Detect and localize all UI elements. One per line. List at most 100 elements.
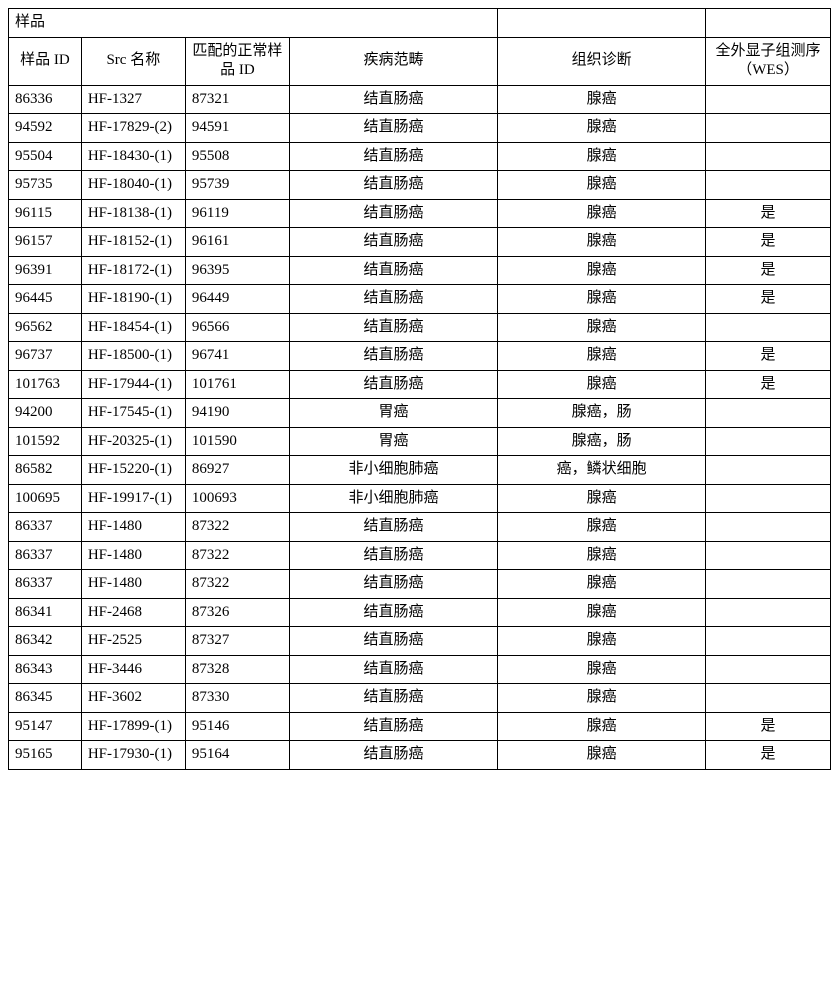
cell-sample-id: 86343: [9, 655, 82, 684]
cell-disease-category: 结直肠癌: [289, 199, 497, 228]
col-disease-category: 疾病范畴: [289, 37, 497, 85]
col-wes: 全外显子组测序（WES）: [706, 37, 831, 85]
cell-matched-normal-id: 87327: [185, 627, 289, 656]
table-row: 86582HF-15220-(1)86927非小细胞肺癌癌，鳞状细胞: [9, 456, 831, 485]
cell-matched-normal-id: 87321: [185, 85, 289, 114]
cell-sample-id: 86342: [9, 627, 82, 656]
cell-wes: [706, 427, 831, 456]
table-body: 86336HF-132787321结直肠癌腺癌94592HF-17829-(2)…: [9, 85, 831, 769]
cell-disease-category: 结直肠癌: [289, 570, 497, 599]
cell-src-name: HF-17930-(1): [81, 741, 185, 770]
cell-matched-normal-id: 86927: [185, 456, 289, 485]
table-row: 86336HF-132787321结直肠癌腺癌: [9, 85, 831, 114]
cell-src-name: HF-1327: [81, 85, 185, 114]
cell-wes: [706, 684, 831, 713]
cell-sample-id: 96115: [9, 199, 82, 228]
cell-wes: [706, 85, 831, 114]
table-row: 95504HF-18430-(1)95508结直肠癌腺癌: [9, 142, 831, 171]
cell-tissue-diagnosis: 腺癌: [498, 199, 706, 228]
cell-disease-category: 结直肠癌: [289, 342, 497, 371]
cell-wes: 是: [706, 228, 831, 257]
cell-disease-category: 结直肠癌: [289, 256, 497, 285]
cell-disease-category: 结直肠癌: [289, 228, 497, 257]
cell-disease-category: 结直肠癌: [289, 712, 497, 741]
table-row: 96737HF-18500-(1)96741结直肠癌腺癌是: [9, 342, 831, 371]
cell-sample-id: 86341: [9, 598, 82, 627]
cell-disease-category: 结直肠癌: [289, 598, 497, 627]
cell-src-name: HF-3446: [81, 655, 185, 684]
cell-src-name: HF-1480: [81, 570, 185, 599]
table-row: 95147HF-17899-(1)95146结直肠癌腺癌是: [9, 712, 831, 741]
table-row: 86343HF-344687328结直肠癌腺癌: [9, 655, 831, 684]
cell-matched-normal-id: 96119: [185, 199, 289, 228]
table-row: 86341HF-246887326结直肠癌腺癌: [9, 598, 831, 627]
cell-wes: 是: [706, 712, 831, 741]
cell-matched-normal-id: 87326: [185, 598, 289, 627]
cell-src-name: HF-19917-(1): [81, 484, 185, 513]
cell-matched-normal-id: 96741: [185, 342, 289, 371]
table-row: 86337HF-148087322结直肠癌腺癌: [9, 570, 831, 599]
cell-tissue-diagnosis: 腺癌: [498, 114, 706, 143]
table-row: 101592HF-20325-(1)101590胃癌腺癌，肠: [9, 427, 831, 456]
cell-wes: [706, 456, 831, 485]
cell-disease-category: 结直肠癌: [289, 313, 497, 342]
cell-matched-normal-id: 95146: [185, 712, 289, 741]
col-matched-normal-id: 匹配的正常样品 ID: [185, 37, 289, 85]
cell-disease-category: 结直肠癌: [289, 541, 497, 570]
cell-wes: 是: [706, 370, 831, 399]
cell-sample-id: 96391: [9, 256, 82, 285]
cell-disease-category: 结直肠癌: [289, 171, 497, 200]
cell-sample-id: 101592: [9, 427, 82, 456]
cell-wes: [706, 655, 831, 684]
table-row: 101763HF-17944-(1)101761结直肠癌腺癌是: [9, 370, 831, 399]
cell-matched-normal-id: 100693: [185, 484, 289, 513]
cell-tissue-diagnosis: 腺癌: [498, 228, 706, 257]
cell-src-name: HF-18040-(1): [81, 171, 185, 200]
cell-matched-normal-id: 87330: [185, 684, 289, 713]
table-row: 96115HF-18138-(1)96119结直肠癌腺癌是: [9, 199, 831, 228]
cell-src-name: HF-17899-(1): [81, 712, 185, 741]
cell-src-name: HF-18500-(1): [81, 342, 185, 371]
cell-sample-id: 94200: [9, 399, 82, 428]
cell-src-name: HF-20325-(1): [81, 427, 185, 456]
cell-tissue-diagnosis: 腺癌: [498, 484, 706, 513]
cell-sample-id: 96445: [9, 285, 82, 314]
cell-sample-id: 101763: [9, 370, 82, 399]
cell-sample-id: 96737: [9, 342, 82, 371]
cell-disease-category: 结直肠癌: [289, 370, 497, 399]
cell-src-name: HF-18138-(1): [81, 199, 185, 228]
cell-tissue-diagnosis: 腺癌: [498, 342, 706, 371]
table-row: 96157HF-18152-(1)96161结直肠癌腺癌是: [9, 228, 831, 257]
cell-src-name: HF-17545-(1): [81, 399, 185, 428]
cell-tissue-diagnosis: 腺癌: [498, 313, 706, 342]
table-row: 100695HF-19917-(1)100693非小细胞肺癌腺癌: [9, 484, 831, 513]
cell-sample-id: 86337: [9, 570, 82, 599]
table-row: 86337HF-148087322结直肠癌腺癌: [9, 513, 831, 542]
cell-wes: [706, 598, 831, 627]
cell-src-name: HF-18172-(1): [81, 256, 185, 285]
col-tissue-diagnosis: 组织诊断: [498, 37, 706, 85]
cell-matched-normal-id: 101761: [185, 370, 289, 399]
cell-sample-id: 86337: [9, 513, 82, 542]
cell-tissue-diagnosis: 腺癌，肠: [498, 427, 706, 456]
table-row: 86337HF-148087322结直肠癌腺癌: [9, 541, 831, 570]
cell-sample-id: 95147: [9, 712, 82, 741]
cell-tissue-diagnosis: 腺癌: [498, 684, 706, 713]
cell-matched-normal-id: 87322: [185, 541, 289, 570]
table-row: 95735HF-18040-(1)95739结直肠癌腺癌: [9, 171, 831, 200]
cell-disease-category: 结直肠癌: [289, 513, 497, 542]
table-row: 96391HF-18172-(1)96395结直肠癌腺癌是: [9, 256, 831, 285]
cell-disease-category: 结直肠癌: [289, 655, 497, 684]
cell-matched-normal-id: 87322: [185, 570, 289, 599]
sample-group-header: 样品: [9, 9, 498, 38]
cell-matched-normal-id: 87322: [185, 513, 289, 542]
cell-src-name: HF-18152-(1): [81, 228, 185, 257]
cell-sample-id: 94592: [9, 114, 82, 143]
cell-src-name: HF-15220-(1): [81, 456, 185, 485]
cell-wes: [706, 171, 831, 200]
cell-wes: [706, 142, 831, 171]
cell-sample-id: 95504: [9, 142, 82, 171]
empty-header-1: [498, 9, 706, 38]
cell-tissue-diagnosis: 腺癌: [498, 256, 706, 285]
cell-src-name: HF-2468: [81, 598, 185, 627]
